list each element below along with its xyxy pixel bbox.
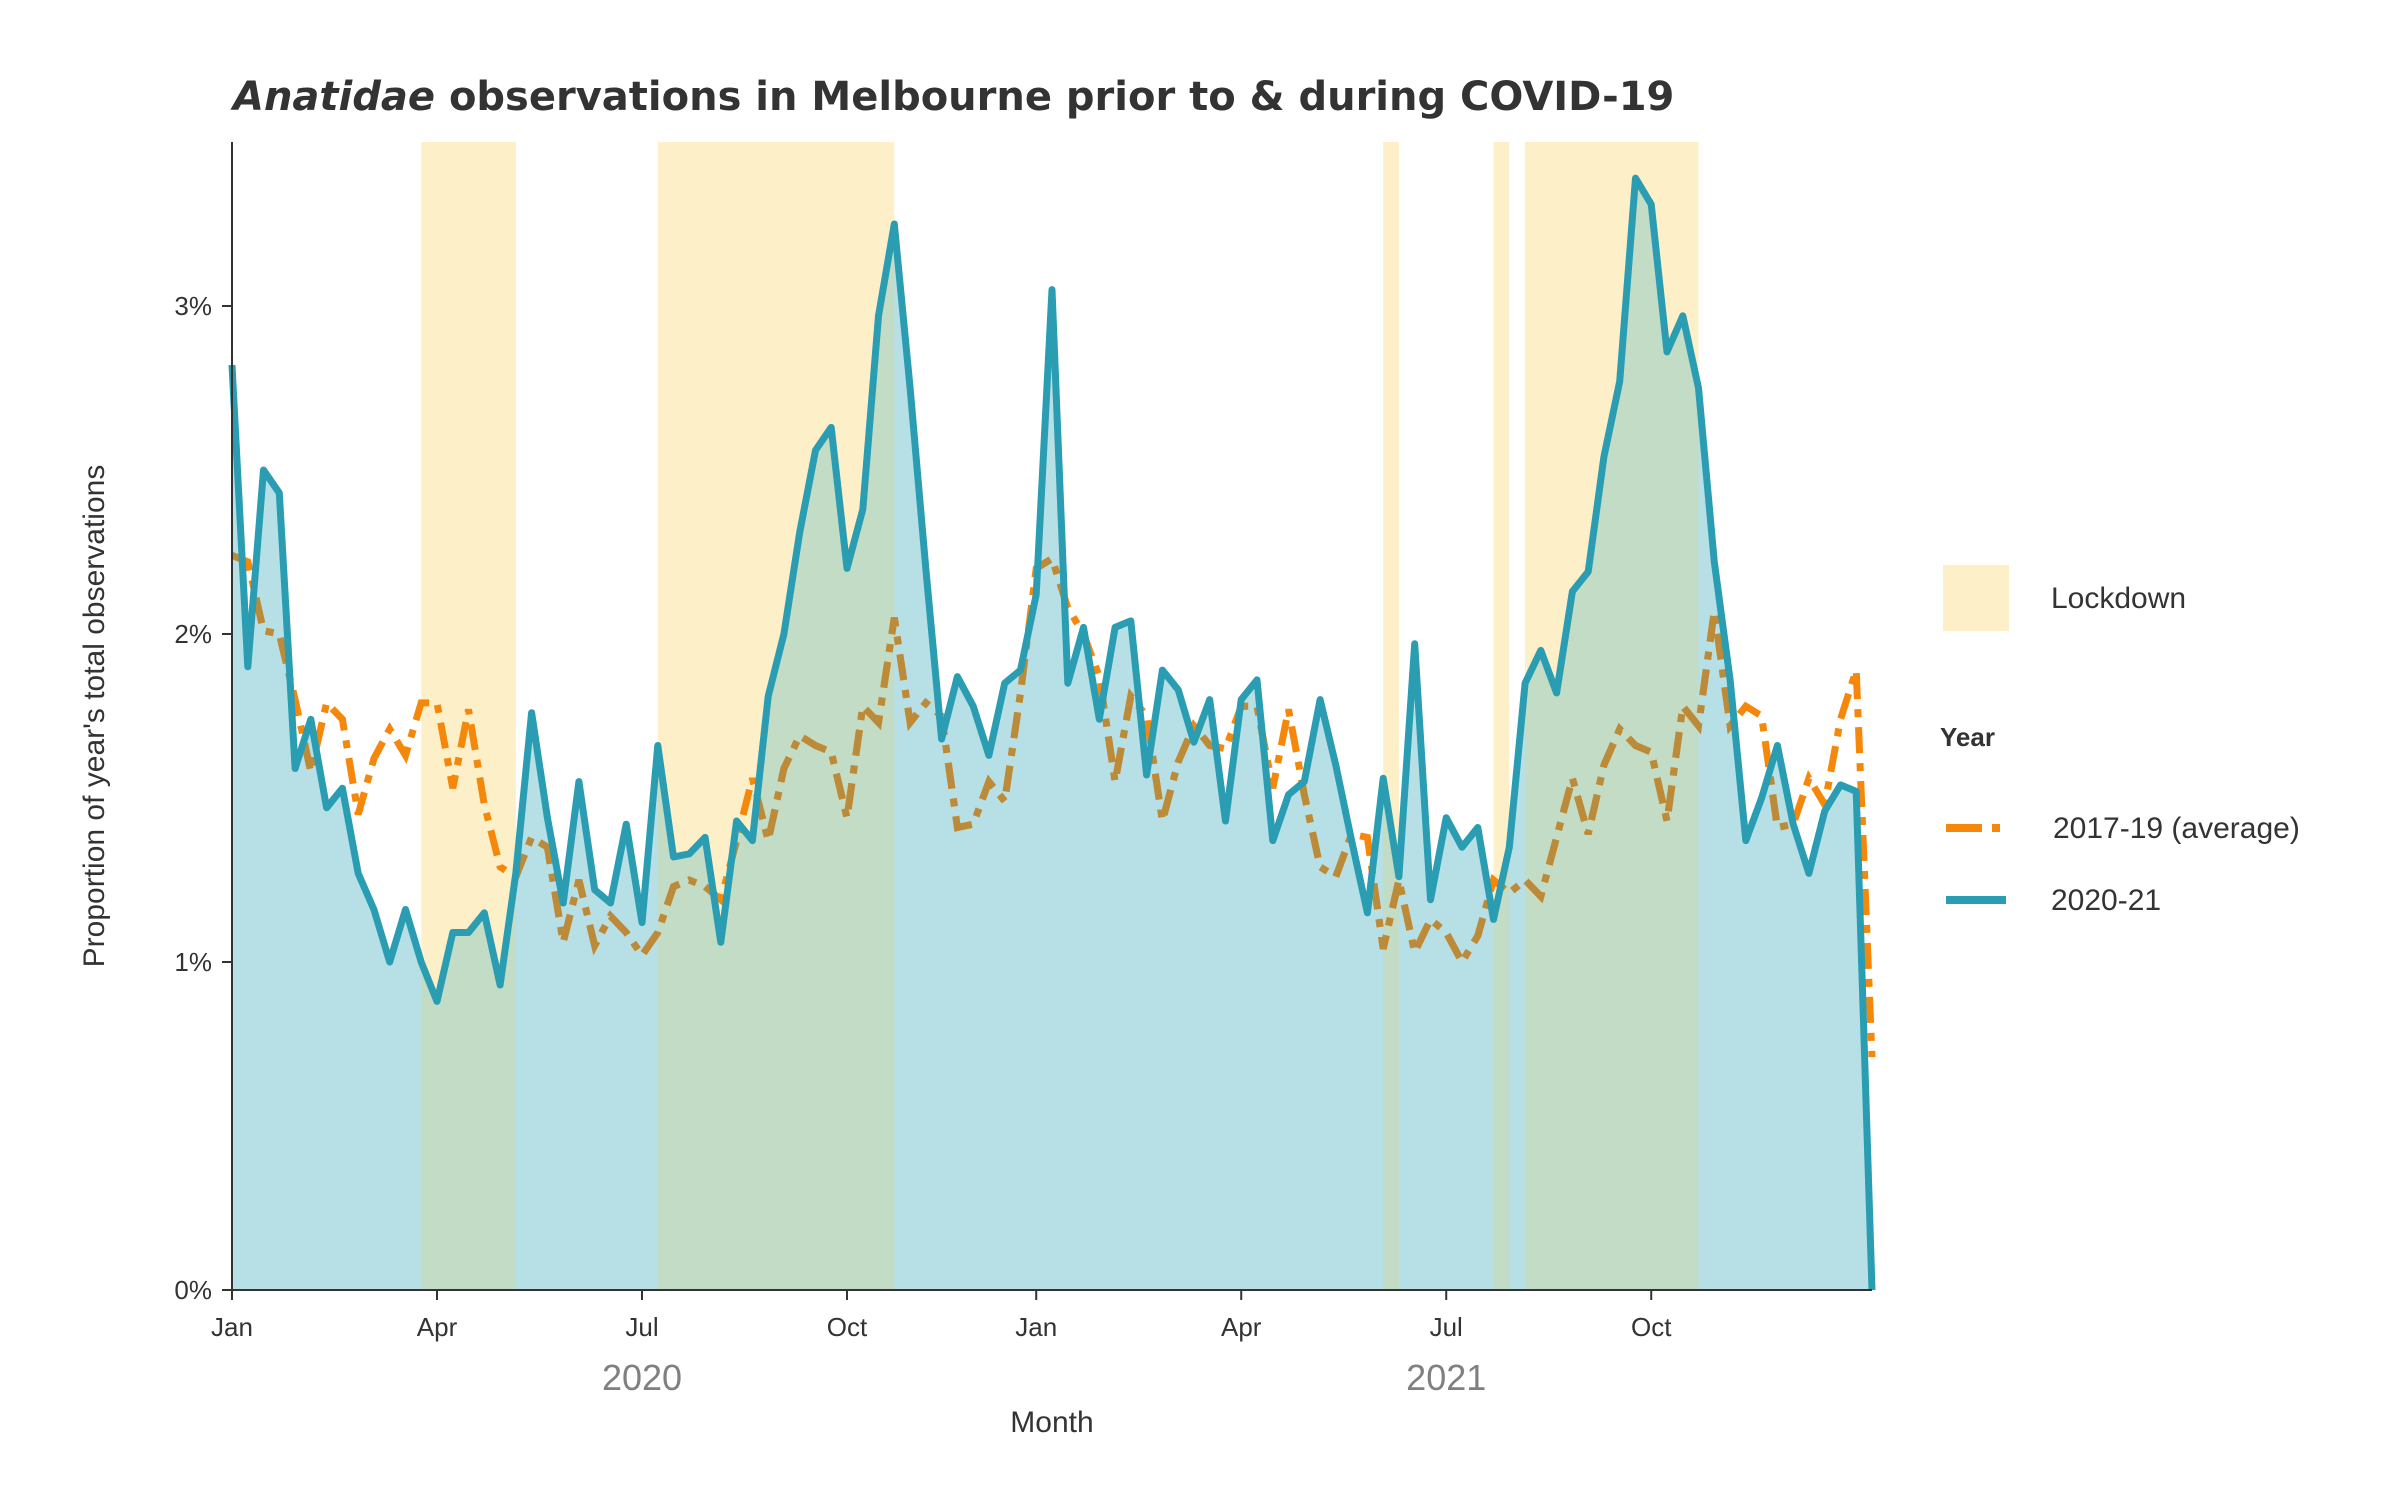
x-axis-title: Month [1010, 1406, 1093, 1439]
legend-year-title: Year [1940, 722, 1995, 752]
y-tick-label-1: 1% [174, 947, 212, 977]
y-axis-ticks: 0% 1% 2% 3% [174, 291, 232, 1305]
x-tick-label-6: Jul [1430, 1312, 1463, 1342]
y-tick-label-3: 3% [174, 291, 212, 321]
x-tick-label-3: Oct [827, 1312, 868, 1342]
legend-lockdown-swatch [1943, 565, 2009, 631]
year-labels: 2020 2021 [602, 1357, 1486, 1398]
legend-average-label: 2017-19 (average) [2053, 812, 2300, 845]
x-tick-label-4: Jan [1015, 1312, 1057, 1342]
chart-title: Anatidae observations in Melbourne prior… [230, 74, 1674, 120]
year-label-1: 2021 [1406, 1357, 1486, 1398]
x-tick-label-7: Oct [1631, 1312, 1672, 1342]
y-tick-label-2: 2% [174, 619, 212, 649]
y-tick-label-0: 0% [174, 1275, 212, 1305]
x-tick-label-2: Jul [625, 1312, 658, 1342]
x-tick-label-5: Apr [1221, 1312, 1262, 1342]
legend-current-label: 2020-21 [2051, 884, 2161, 917]
series-2017-19-average-line [230, 552, 1876, 1058]
legend: Lockdown Year 2017-19 (average) 2020-21 [1940, 565, 2300, 917]
chart-title-italic: Anatidae [230, 74, 435, 120]
year-label-0: 2020 [602, 1357, 682, 1398]
legend-lockdown-label: Lockdown [2051, 582, 2186, 615]
chart-title-rest: observations in Melbourne prior to & dur… [435, 74, 1674, 120]
x-axis-ticks: Jan Apr Jul Oct Jan Apr Jul Oct [211, 1290, 1672, 1342]
series-2020-21-area [232, 178, 1872, 1291]
series-2020-21-line [228, 174, 1876, 1291]
x-tick-label-1: Apr [417, 1312, 458, 1342]
x-tick-label-0: Jan [211, 1312, 253, 1342]
y-axis-title: Proportion of year's total observations [78, 465, 111, 968]
